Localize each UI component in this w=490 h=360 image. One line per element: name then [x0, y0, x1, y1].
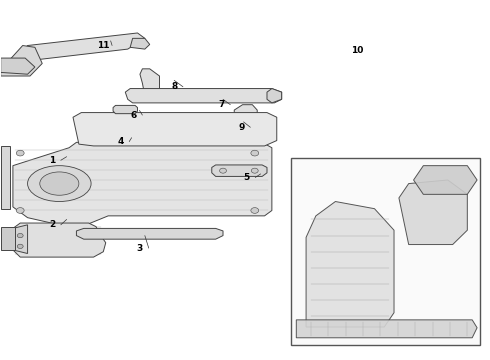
Polygon shape — [113, 105, 138, 114]
Polygon shape — [13, 223, 106, 257]
Ellipse shape — [40, 172, 79, 195]
Circle shape — [220, 168, 226, 173]
Polygon shape — [414, 166, 477, 194]
Polygon shape — [130, 39, 150, 49]
Text: 6: 6 — [130, 111, 137, 120]
Text: 3: 3 — [137, 244, 143, 253]
Polygon shape — [399, 180, 467, 244]
Polygon shape — [125, 89, 282, 103]
Polygon shape — [0, 146, 10, 209]
Polygon shape — [0, 226, 15, 250]
Circle shape — [251, 150, 259, 156]
Polygon shape — [13, 225, 27, 253]
Text: 2: 2 — [49, 220, 55, 229]
Text: 1: 1 — [49, 156, 55, 165]
Polygon shape — [212, 165, 267, 176]
Bar — [292, 158, 480, 345]
Circle shape — [251, 168, 258, 173]
Circle shape — [17, 244, 23, 248]
Circle shape — [251, 208, 259, 213]
Polygon shape — [0, 58, 35, 74]
Polygon shape — [267, 89, 282, 103]
Polygon shape — [296, 320, 477, 338]
Text: 8: 8 — [171, 82, 177, 91]
Circle shape — [16, 150, 24, 156]
Text: 7: 7 — [219, 100, 225, 109]
Circle shape — [17, 233, 23, 238]
Text: 11: 11 — [97, 41, 110, 50]
Polygon shape — [13, 142, 272, 225]
Circle shape — [16, 208, 24, 213]
Polygon shape — [8, 33, 145, 65]
Polygon shape — [76, 228, 223, 239]
Polygon shape — [234, 105, 257, 128]
Text: 5: 5 — [244, 173, 249, 182]
Polygon shape — [140, 69, 159, 96]
Polygon shape — [0, 45, 42, 76]
Ellipse shape — [27, 166, 91, 202]
Polygon shape — [306, 202, 394, 327]
Text: 9: 9 — [239, 123, 245, 132]
Polygon shape — [73, 113, 277, 146]
Text: 10: 10 — [351, 46, 364, 55]
Text: 4: 4 — [117, 137, 123, 146]
